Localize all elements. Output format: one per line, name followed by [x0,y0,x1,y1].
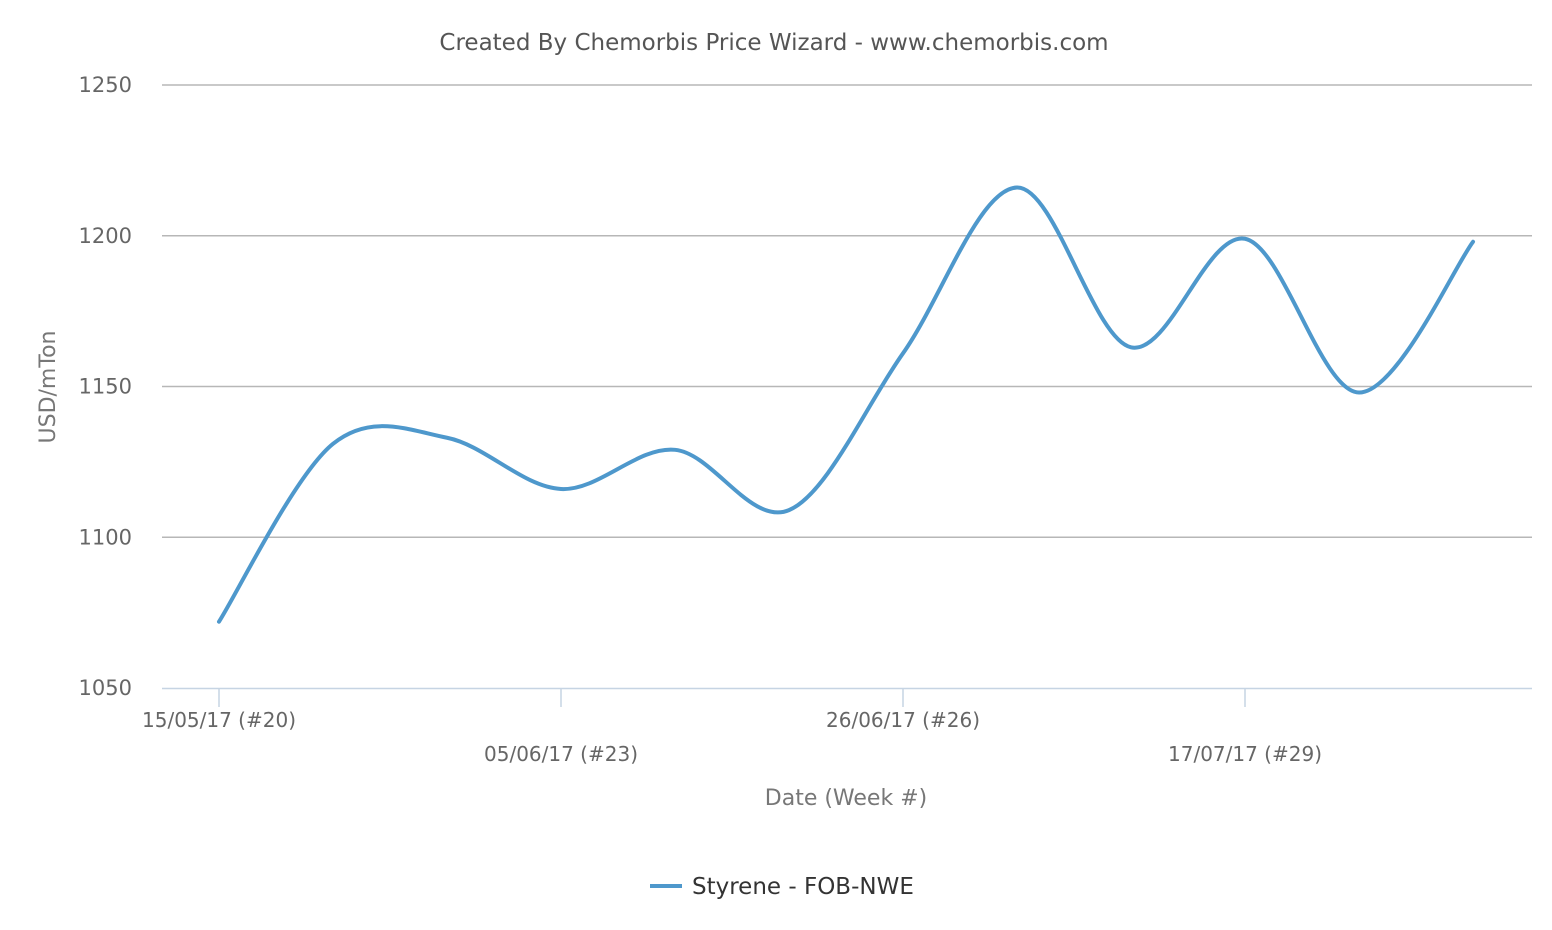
legend[interactable]: Styrene - FOB-NWE [650,874,914,900]
data-point-1[interactable] [327,438,339,450]
data-point-10[interactable] [1353,387,1365,399]
x-axis-ticks: 15/05/17 (#20) 05/06/17 (#23) 26/06/17 (#2… [142,688,1322,766]
x-axis-title: Date (Week #) [765,786,927,811]
y-gridlines [162,84,1532,538]
series-group [213,182,1479,628]
y-tick-label-1100: 1100 [79,525,132,549]
data-point-7[interactable] [1011,182,1023,194]
data-point-2[interactable] [441,432,453,444]
data-point-9[interactable] [1239,233,1251,245]
data-point-4[interactable] [669,444,681,456]
y-tick-label-1200: 1200 [79,224,132,248]
data-point-6[interactable] [897,347,909,359]
y-axis-title: USD/mTon [36,331,61,444]
x-tick-label-2: 26/06/17 (#26) [826,708,980,732]
data-point-11[interactable] [1467,236,1479,248]
y-tick-label-1250: 1250 [79,73,132,97]
x-tick-label-1: 05/06/17 (#23) [484,742,638,766]
y-tick-labels: 1250 1200 1150 1100 1050 [79,73,132,700]
y-tick-label-1050: 1050 [79,676,132,700]
x-tick-label-0: 15/05/17 (#20) [142,708,296,732]
chart-title: Created By Chemorbis Price Wizard - www.… [439,30,1108,56]
y-tick-label-1150: 1150 [79,375,132,399]
legend-label-styrene: Styrene - FOB-NWE [692,874,914,900]
series-line-0[interactable] [217,185,1475,624]
data-point-3[interactable] [555,483,567,495]
data-point-5[interactable] [783,504,795,516]
data-point-8[interactable] [1125,341,1137,353]
x-tick-label-3: 17/07/17 (#29) [1168,742,1322,766]
data-point-0[interactable] [213,616,225,628]
